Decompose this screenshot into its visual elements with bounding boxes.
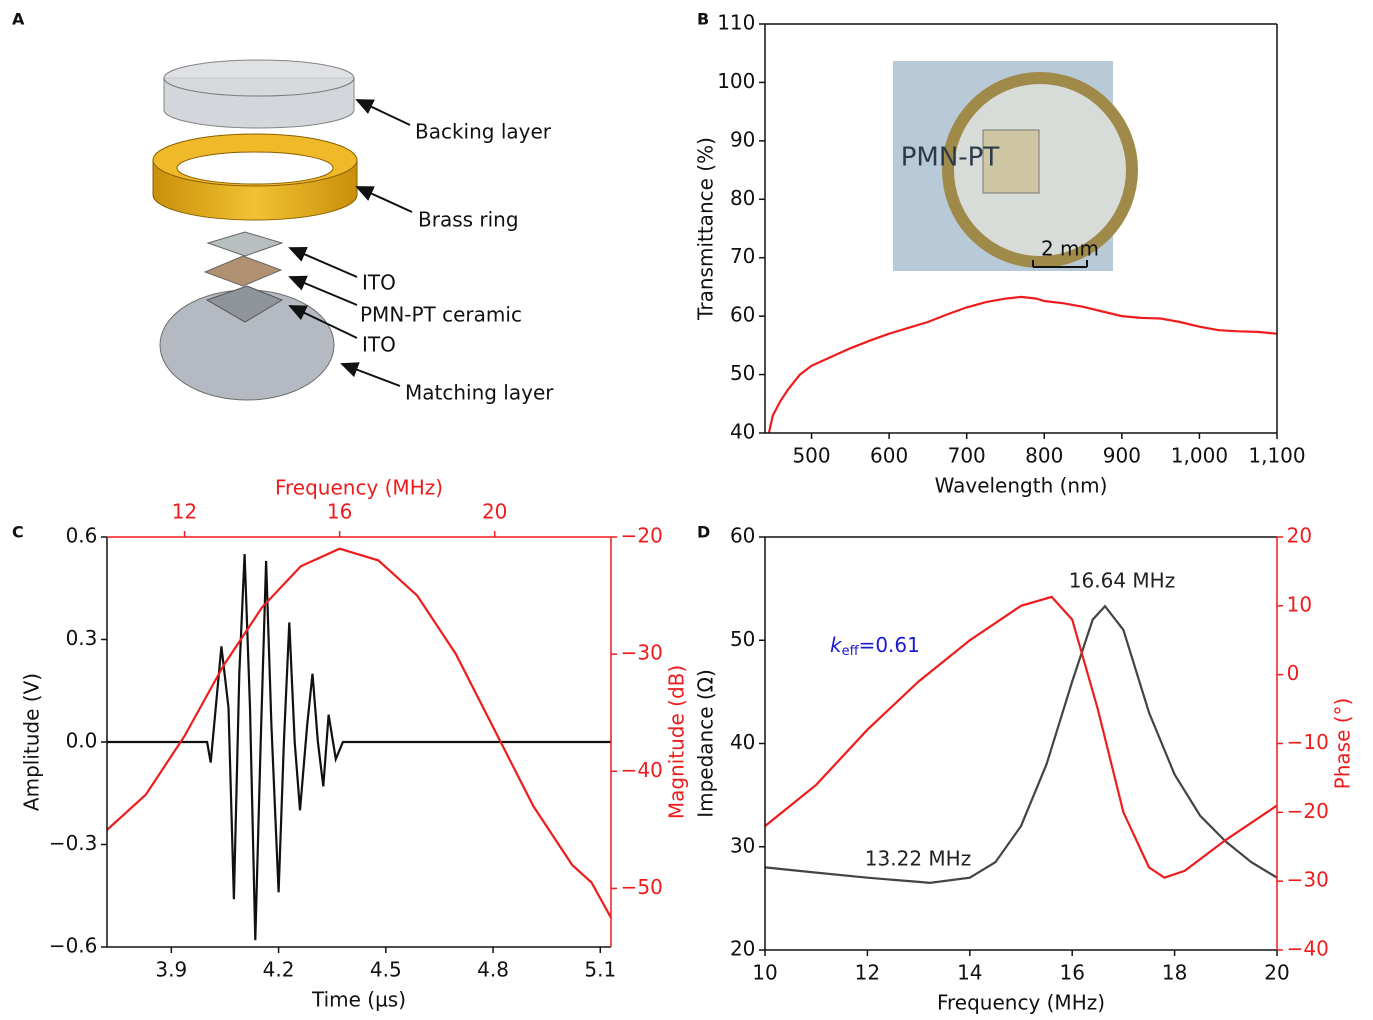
tick-label: 500	[792, 444, 830, 468]
series-line	[107, 547, 611, 919]
keff-part: k	[830, 633, 843, 657]
tick-label: 0.3	[66, 626, 98, 650]
tick-label: 18	[1162, 961, 1187, 985]
panel-label: A	[12, 10, 25, 29]
part-label: Brass ring	[418, 208, 519, 232]
tick-label: 4.5	[370, 958, 402, 982]
tick-label: −40	[621, 758, 663, 782]
tick-label: 3.9	[155, 958, 187, 982]
tick-label: 10	[752, 961, 777, 985]
panel-label: C	[12, 523, 24, 542]
x-axis-label: Frequency (MHz)	[937, 991, 1105, 1015]
keff-part: =0.61	[859, 633, 920, 657]
tick-label: 10	[1287, 592, 1312, 616]
tick-label: 80	[730, 186, 755, 210]
y-axis-label: Transmittance (%)	[694, 137, 718, 321]
tick-label: 0.6	[66, 524, 98, 548]
tick-label: 60	[730, 303, 755, 327]
tick-label: 12	[172, 500, 197, 524]
tick-label: 800	[1025, 444, 1063, 468]
tick-label: 40	[730, 730, 755, 754]
part-label: Matching layer	[405, 381, 554, 405]
tick-label: 20	[730, 937, 755, 961]
part-label: PMN-PT ceramic	[360, 303, 522, 327]
tick-label: 1,100	[1248, 444, 1305, 468]
panel-label: B	[697, 10, 709, 29]
tick-label: −30	[1287, 868, 1329, 892]
part-label: ITO	[362, 271, 396, 295]
tick-label: 50	[730, 361, 755, 385]
tick-label: 5.1	[584, 958, 616, 982]
part-label: Backing layer	[415, 120, 552, 144]
tick-label: 20	[482, 500, 507, 524]
series-line	[107, 554, 611, 941]
tick-label: 1,000	[1171, 444, 1228, 468]
y-axis-label: Impedance (Ω)	[694, 669, 718, 818]
tick-label: 70	[730, 244, 755, 268]
tick-label: −30	[621, 641, 663, 665]
annotation: PMN-PT	[901, 143, 1000, 173]
tick-label: −0.6	[49, 934, 98, 958]
tick-label: 20	[1264, 961, 1289, 985]
tick-label: 900	[1103, 444, 1141, 468]
tick-label: 0.0	[66, 729, 98, 753]
y-axis-label: Amplitude (V)	[20, 673, 44, 811]
annotation: 16.64 MHz	[1069, 569, 1175, 593]
tick-label: 40	[730, 420, 755, 444]
tick-label: −40	[1287, 937, 1329, 961]
tick-label: 60	[730, 524, 755, 548]
tick-label: 20	[1287, 524, 1312, 548]
x-axis-label: Time (µs)	[311, 988, 406, 1012]
part-label: ITO	[362, 333, 396, 357]
tick-label: 4.8	[477, 958, 509, 982]
tick-label: 110	[717, 11, 755, 35]
tick-label: 4.2	[263, 958, 295, 982]
annotation: 2 mm	[1041, 237, 1099, 261]
x-axis-label: Wavelength (nm)	[935, 474, 1108, 498]
series-line	[767, 295, 1277, 433]
inset-photo	[893, 61, 1138, 271]
series-line	[765, 595, 1277, 879]
tick-label: −20	[621, 524, 663, 548]
keff-annotation: keff=0.61	[830, 633, 920, 659]
tick-label: 12	[855, 961, 880, 985]
tick-label: 14	[957, 961, 982, 985]
series-line	[765, 604, 1277, 885]
keff-part: eff	[842, 644, 860, 659]
tick-label: 100	[717, 69, 755, 93]
tick-label: 90	[730, 127, 755, 151]
tick-label: 700	[948, 444, 986, 468]
tick-label: 30	[730, 833, 755, 857]
tick-label: −50	[621, 875, 663, 899]
tick-label: 600	[870, 444, 908, 468]
tick-label: 16	[327, 500, 352, 524]
y2-axis-label: Magnitude (dB)	[665, 665, 689, 819]
tick-label: 16	[1059, 961, 1084, 985]
tick-label: −0.3	[49, 831, 98, 855]
annotation: 13.22 MHz	[865, 847, 971, 871]
tick-label: −10	[1287, 730, 1329, 754]
x2-axis-label: Frequency (MHz)	[275, 476, 443, 500]
tick-label: 50	[730, 627, 755, 651]
panel-label: D	[697, 523, 710, 542]
y2-axis-label: Phase (°)	[1331, 698, 1355, 790]
tick-label: −20	[1287, 799, 1329, 823]
tick-label: 0	[1287, 661, 1300, 685]
transducer-diagram	[152, 59, 413, 401]
